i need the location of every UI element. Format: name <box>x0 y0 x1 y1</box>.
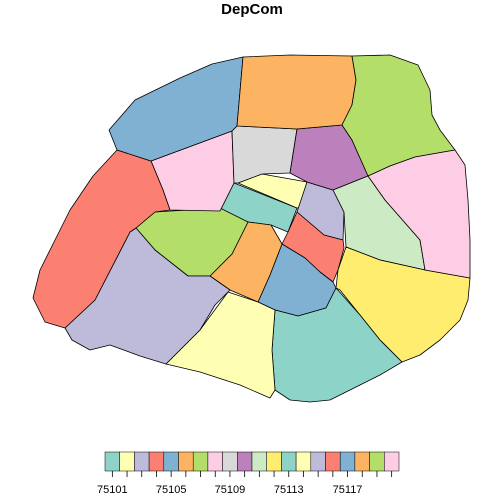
color-key-tick-label: 75117 <box>333 484 363 496</box>
color-key-tick-label: 75101 <box>97 484 128 496</box>
color-key-swatch <box>178 451 194 472</box>
color-key-swatch <box>163 451 179 472</box>
color-key-swatch <box>354 451 370 472</box>
district-75114[interactable]: 75114 <box>165 291 276 399</box>
color-key-tick-label: 75109 <box>215 484 246 496</box>
color-key-swatch <box>104 451 120 472</box>
color-key-swatch <box>207 451 223 472</box>
color-key-swatch <box>148 451 165 472</box>
color-key-tick-label: 75105 <box>156 484 187 496</box>
district-75113[interactable]: 75113 <box>271 287 403 403</box>
color-key-swatch <box>384 451 400 472</box>
district-75118[interactable]: 75118 <box>236 54 357 130</box>
color-key-swatch <box>295 451 312 472</box>
color-key-swatch <box>237 451 253 472</box>
color-key-swatch <box>325 451 341 472</box>
color-key-swatch <box>119 451 135 472</box>
district-75116[interactable]: 75116 <box>32 149 171 329</box>
color-key <box>104 451 400 472</box>
color-key-swatch <box>339 451 356 472</box>
color-key-swatch <box>369 451 385 472</box>
color-key-ticks: 75101 75105 75109 75113 75117 <box>97 471 393 496</box>
color-key-swatch <box>281 451 297 472</box>
color-key-swatch <box>134 451 150 472</box>
districts-layer: 75101 75102 75103 75104 75105 75106 7510… <box>32 54 471 403</box>
district-75120[interactable]: 75120 <box>367 149 471 279</box>
color-key-swatch <box>222 451 238 472</box>
color-key-swatch <box>266 451 282 472</box>
map-title: DepCom <box>221 1 283 18</box>
color-key-swatch <box>251 451 267 472</box>
color-key-swatch <box>192 451 209 472</box>
color-key-swatch <box>310 451 326 472</box>
color-key-tick-label: 75113 <box>274 484 304 496</box>
